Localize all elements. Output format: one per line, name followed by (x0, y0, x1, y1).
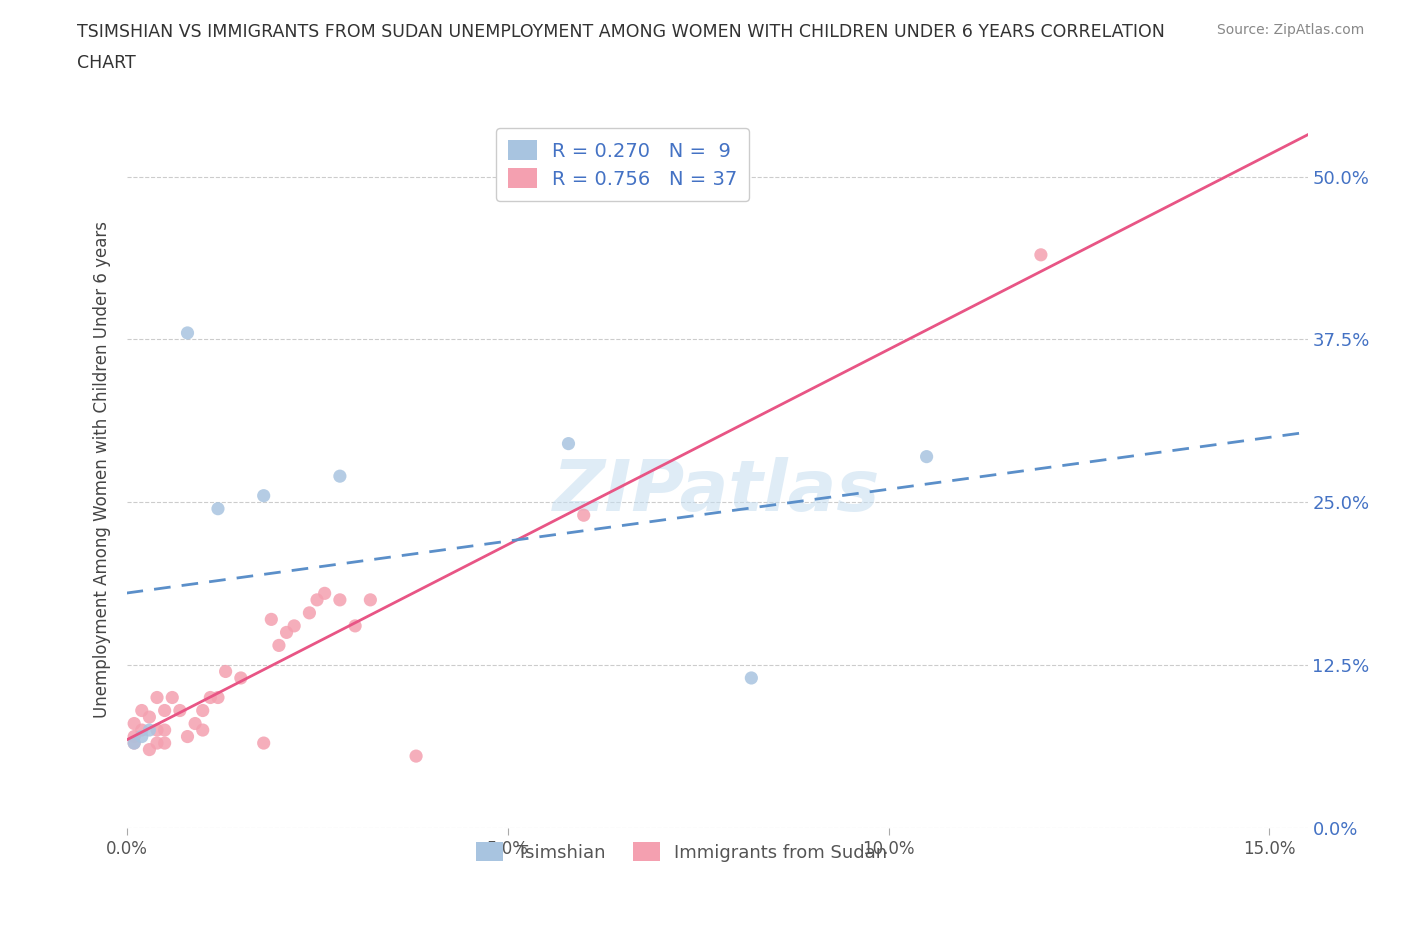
Text: ZIPatlas: ZIPatlas (554, 457, 880, 525)
Y-axis label: Unemployment Among Women with Children Under 6 years: Unemployment Among Women with Children U… (93, 221, 111, 718)
Point (131, 703, 153, 718)
Text: TSIMSHIAN VS IMMIGRANTS FROM SUDAN UNEMPLOYMENT AMONG WOMEN WITH CHILDREN UNDER : TSIMSHIAN VS IMMIGRANTS FROM SUDAN UNEMP… (77, 23, 1166, 41)
Point (1029, 247, 1052, 262)
Text: CHART: CHART (77, 54, 136, 72)
Point (260, 612, 283, 627)
Point (200, 690, 222, 705)
Point (184, 716, 207, 731)
Point (153, 703, 176, 718)
Point (131, 723, 153, 737)
Point (146, 690, 169, 705)
Point (131, 729, 153, 744)
Point (253, 488, 276, 503)
Point (138, 723, 160, 737)
Point (344, 618, 367, 633)
Point (153, 736, 176, 751)
Point (169, 703, 191, 718)
Point (138, 710, 160, 724)
Point (314, 586, 336, 601)
Point (191, 703, 214, 718)
Point (122, 736, 145, 751)
Point (122, 736, 145, 751)
Legend: Tsimshian, Immigrants from Sudan: Tsimshian, Immigrants from Sudan (468, 835, 894, 869)
Point (138, 742, 160, 757)
Point (557, 436, 579, 451)
Point (253, 736, 276, 751)
Point (329, 469, 352, 484)
Point (146, 723, 169, 737)
Point (329, 592, 352, 607)
Point (176, 729, 198, 744)
Point (207, 501, 229, 516)
Point (267, 638, 290, 653)
Point (276, 625, 298, 640)
Point (572, 508, 595, 523)
Point (283, 618, 305, 633)
Point (176, 326, 198, 340)
Point (915, 449, 938, 464)
Point (298, 605, 321, 620)
Point (162, 690, 184, 705)
Point (153, 723, 176, 737)
Point (191, 723, 214, 737)
Point (405, 749, 427, 764)
Point (122, 716, 145, 731)
Point (214, 664, 236, 679)
Point (146, 736, 169, 751)
Point (359, 592, 381, 607)
Point (229, 671, 252, 685)
Text: Source: ZipAtlas.com: Source: ZipAtlas.com (1216, 23, 1364, 37)
Point (305, 592, 328, 607)
Point (740, 671, 762, 685)
Point (122, 729, 145, 744)
Point (207, 690, 229, 705)
